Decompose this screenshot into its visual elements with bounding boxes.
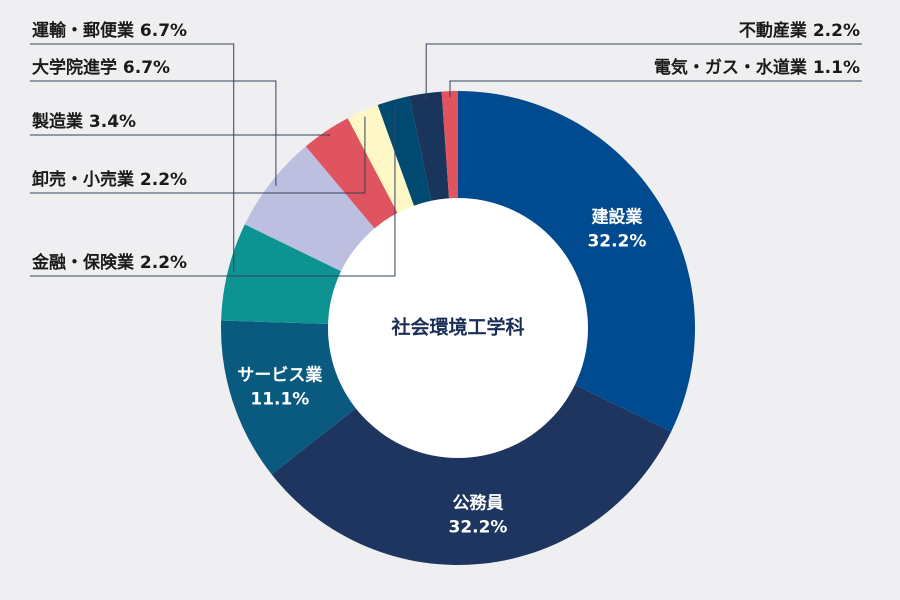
slice-label-運輸-郵便業: 運輸・郵便業 6.7% (32, 20, 187, 41)
slice-label-卸売-小売業: 卸売・小売業 2.2% (32, 169, 187, 190)
slice-label-不動産業: 不動産業 2.2% (739, 20, 860, 41)
slice-label-建設業: 建設業 (591, 207, 642, 228)
slice-value-公務員: 32.2% (448, 517, 507, 537)
slice-value-サービス業: 11.1% (250, 390, 309, 410)
slice-label-電気-ガス-水道業: 電気・ガス・水道業 1.1% (654, 57, 860, 78)
slice-value-建設業: 32.2% (587, 232, 646, 252)
leader-line-製造業 (30, 134, 330, 137)
slice-label-公務員: 公務員 (452, 492, 503, 513)
leader-line-電気-ガス-水道業 (449, 80, 862, 98)
slice-label-大学院進学: 大学院進学 6.7% (32, 57, 170, 78)
leader-line-金融-保険業 (30, 105, 396, 277)
slice-label-製造業: 製造業 3.4% (31, 111, 136, 132)
center-label: 社会環境工学科 (390, 316, 524, 339)
slice-label-金融-保険業: 金融・保険業 2.2% (31, 252, 187, 273)
leader-line-運輸-郵便業 (30, 43, 235, 273)
slice-label-サービス業: サービス業 (237, 365, 322, 386)
leader-line-卸売-小売業 (30, 116, 366, 194)
leader-line-大学院進学 (30, 80, 277, 186)
leader-line-不動産業 (425, 43, 862, 100)
donut-hole (328, 198, 588, 458)
